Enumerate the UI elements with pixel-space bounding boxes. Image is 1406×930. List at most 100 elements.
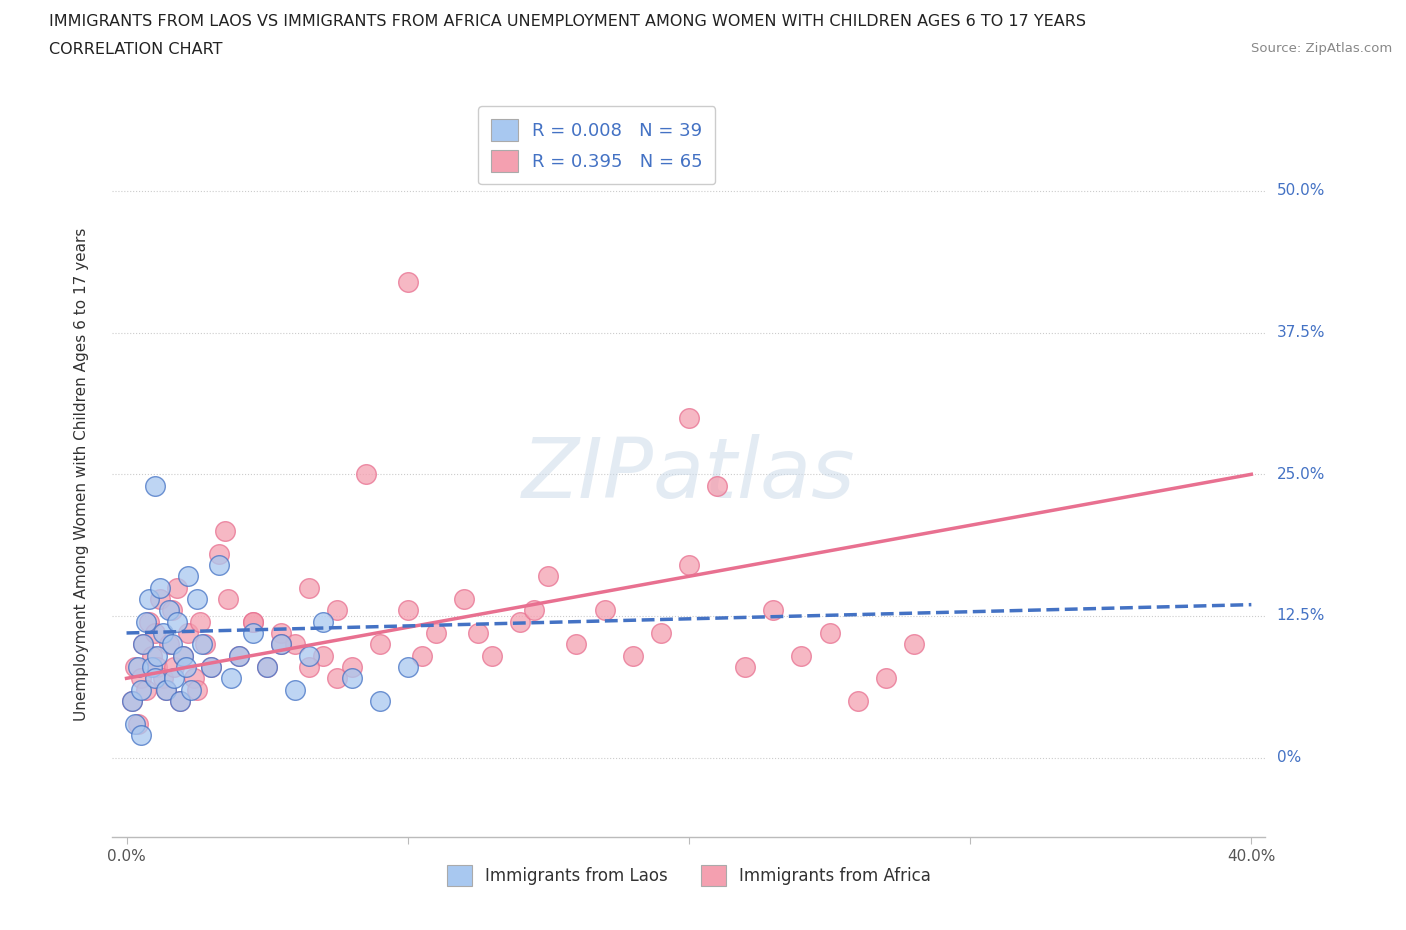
Point [132, 637, 155, 652]
Point [903, 637, 925, 652]
Point [191, 637, 214, 652]
Point [846, 694, 869, 709]
Point [453, 591, 475, 606]
Point [467, 626, 489, 641]
Point [219, 671, 242, 685]
Point [217, 591, 239, 606]
Point [135, 614, 157, 629]
Point [340, 671, 363, 685]
Point [284, 683, 307, 698]
Point [396, 274, 419, 289]
Point [368, 637, 391, 652]
Point [138, 614, 160, 629]
Point [129, 683, 152, 698]
Point [177, 626, 200, 641]
Point [183, 671, 205, 685]
Point [354, 467, 377, 482]
Point [160, 637, 183, 652]
Point [326, 603, 349, 618]
Point [396, 659, 419, 674]
Point [141, 648, 163, 663]
Point [396, 603, 419, 618]
Point [172, 648, 194, 663]
Point [650, 626, 672, 641]
Point [312, 614, 335, 629]
Point [166, 580, 188, 595]
Point [152, 626, 174, 641]
Point [169, 694, 191, 709]
Point [256, 659, 278, 674]
Point [143, 626, 166, 641]
Text: IMMIGRANTS FROM LAOS VS IMMIGRANTS FROM AFRICA UNEMPLOYMENT AMONG WOMEN WITH CHI: IMMIGRANTS FROM LAOS VS IMMIGRANTS FROM … [49, 14, 1087, 29]
Point [188, 614, 211, 629]
Point [200, 659, 222, 674]
Point [127, 659, 149, 674]
Point [172, 648, 194, 663]
Point [169, 694, 191, 709]
Point [368, 694, 391, 709]
Point [186, 591, 208, 606]
Point [166, 614, 188, 629]
Point [138, 591, 160, 606]
Point [593, 603, 616, 618]
Point [180, 683, 202, 698]
Point [678, 558, 700, 573]
Point [121, 694, 143, 709]
Point [208, 558, 231, 573]
Point [270, 637, 292, 652]
Point [706, 478, 728, 493]
Point [284, 637, 307, 652]
Point [155, 683, 177, 698]
Point [143, 478, 166, 493]
Point [228, 648, 250, 663]
Point [121, 694, 143, 709]
Point [163, 659, 186, 674]
Point [228, 648, 250, 663]
Point [242, 614, 264, 629]
Point [149, 591, 172, 606]
Point [270, 637, 292, 652]
Point [256, 659, 278, 674]
Point [124, 659, 146, 674]
Text: CORRELATION CHART: CORRELATION CHART [49, 42, 222, 57]
Point [141, 659, 163, 674]
Point [149, 580, 172, 595]
Point [678, 410, 700, 425]
Point [129, 671, 152, 685]
Text: 12.5%: 12.5% [1277, 608, 1324, 623]
Point [132, 637, 155, 652]
Point [875, 671, 897, 685]
Point [312, 648, 335, 663]
Y-axis label: Unemployment Among Women with Children Ages 6 to 17 years: Unemployment Among Women with Children A… [75, 228, 89, 721]
Legend: Immigrants from Laos, Immigrants from Africa: Immigrants from Laos, Immigrants from Af… [439, 857, 939, 894]
Point [411, 648, 433, 663]
Point [152, 671, 174, 685]
Point [340, 659, 363, 674]
Point [157, 603, 180, 618]
Text: Source: ZipAtlas.com: Source: ZipAtlas.com [1251, 42, 1392, 55]
Point [143, 671, 166, 685]
Point [621, 648, 644, 663]
Point [186, 683, 208, 698]
Point [127, 716, 149, 731]
Point [790, 648, 813, 663]
Point [298, 648, 321, 663]
Text: ZIPatlas: ZIPatlas [522, 433, 856, 515]
Point [214, 524, 236, 538]
Point [523, 603, 546, 618]
Point [481, 648, 503, 663]
Point [194, 637, 217, 652]
Text: 50.0%: 50.0% [1277, 183, 1324, 198]
Text: 0%: 0% [1277, 751, 1301, 765]
Point [537, 569, 560, 584]
Point [124, 716, 146, 731]
Point [509, 614, 531, 629]
Point [129, 727, 152, 742]
Point [298, 659, 321, 674]
Point [177, 569, 200, 584]
Point [270, 626, 292, 641]
Point [242, 626, 264, 641]
Text: 37.5%: 37.5% [1277, 326, 1324, 340]
Point [135, 683, 157, 698]
Point [326, 671, 349, 685]
